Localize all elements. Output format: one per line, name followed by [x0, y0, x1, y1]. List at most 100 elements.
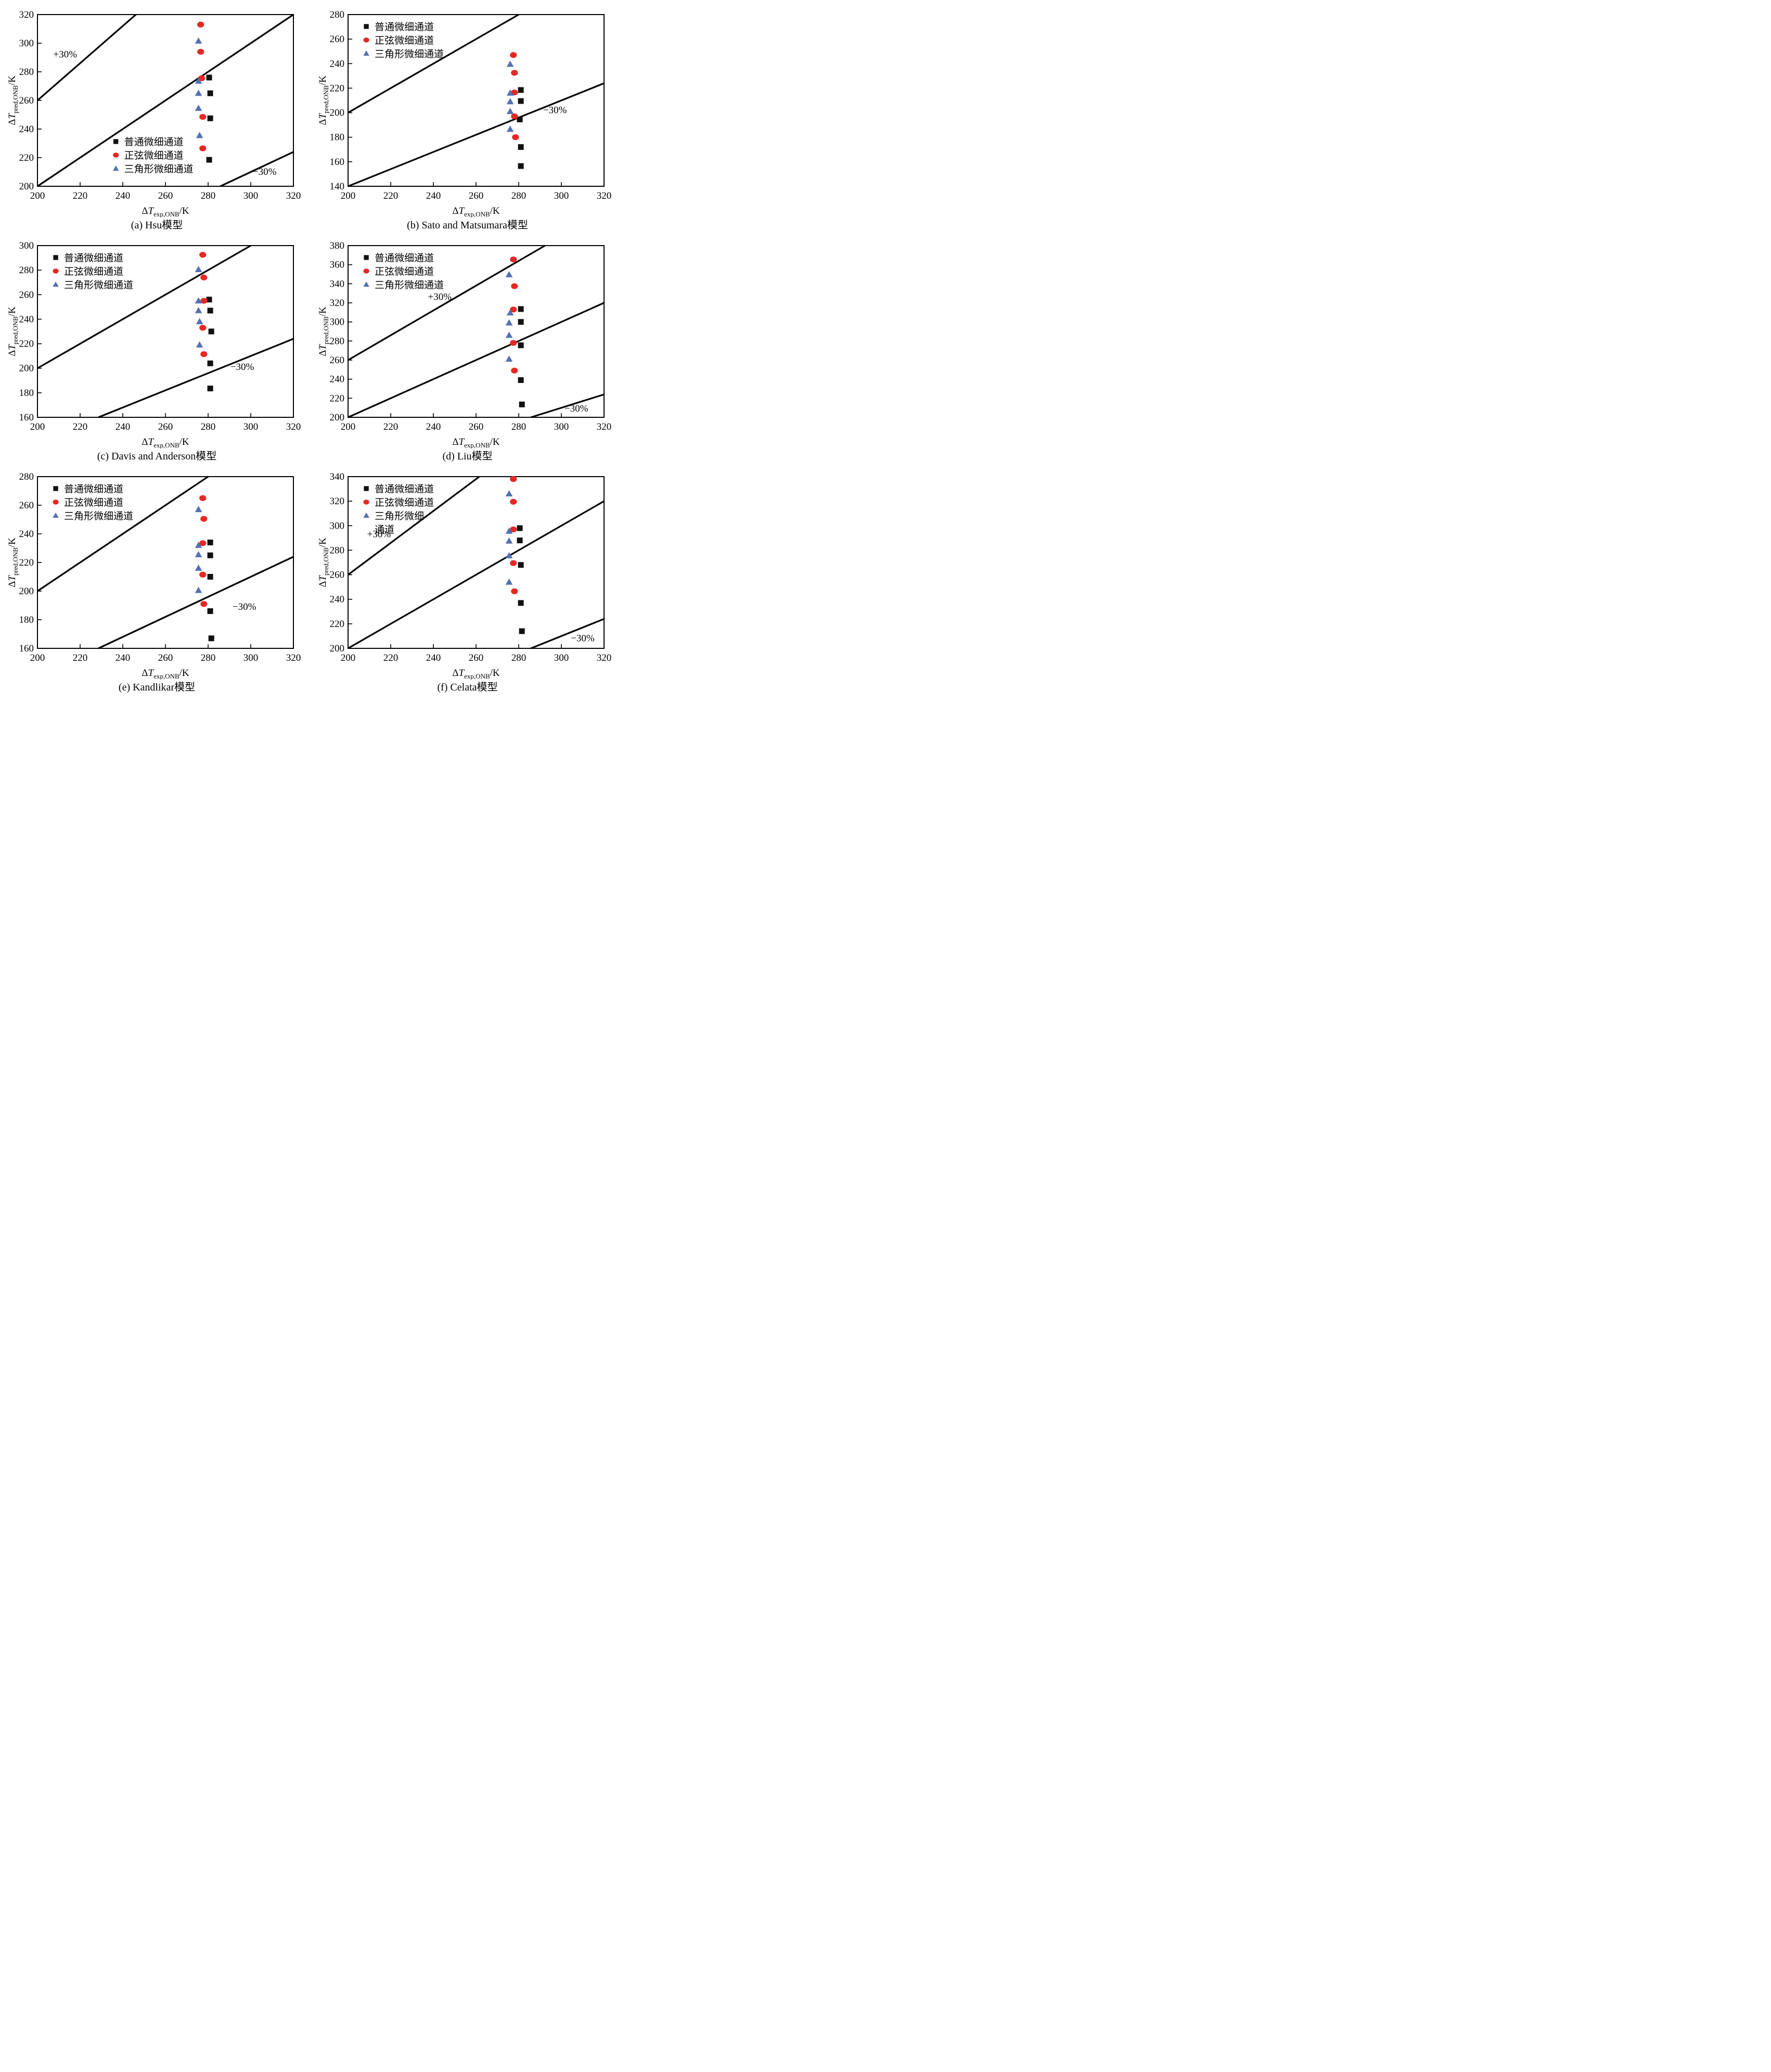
y-tick-label: 280	[330, 336, 345, 347]
x-tick-label: 200	[30, 653, 45, 663]
axes: 200 220 240 260 280 300 320 200 220 240 260 280 300 3…	[318, 471, 611, 680]
ref-line-label: −30%	[571, 633, 595, 644]
legend-label: 普通微细通道	[124, 136, 184, 148]
data-point	[506, 60, 514, 67]
x-tick-label: 280	[511, 653, 527, 663]
data-point	[195, 105, 202, 111]
data-point	[198, 75, 206, 81]
ref-line-+30pct	[36, 14, 137, 101]
x-tick-label: 220	[383, 421, 399, 432]
x-tick-label: 220	[383, 653, 399, 663]
legend-marker-triangle	[112, 165, 119, 171]
y-tick-label: 380	[330, 240, 345, 251]
legend-label: 正弦微细通道	[375, 266, 434, 277]
x-tick-label: 240	[426, 653, 441, 663]
x-tick-label: 280	[201, 653, 216, 663]
x-tick-label: 220	[73, 653, 88, 663]
series-triangle	[505, 490, 513, 585]
series-square	[517, 87, 524, 169]
legend-marker-circle	[363, 500, 369, 505]
x-tick-label: 240	[426, 190, 441, 201]
y-tick-label: 260	[19, 289, 34, 300]
y-tick-label: 260	[19, 95, 34, 106]
data-point	[519, 628, 525, 634]
x-axis-label: ΔTexp,ONB/K	[452, 206, 500, 218]
x-tick-label: 220	[383, 190, 399, 201]
x-tick-label: 200	[341, 421, 356, 432]
chart-f-celata: +30% −30% 200 220 240 260 280 300 320 200 220 240 26…	[318, 471, 611, 680]
data-point	[199, 252, 207, 258]
legend-label: 普通微细通道	[375, 21, 434, 33]
data-point	[207, 608, 213, 614]
caption-e: (e) Kandlikar模型	[118, 682, 196, 693]
data-point	[195, 586, 202, 593]
x-tick-label: 320	[597, 421, 612, 432]
legend-marker-triangle	[53, 281, 59, 287]
legend-label: 正弦微细通道	[375, 35, 434, 46]
x-tick-label: 220	[73, 190, 88, 201]
data-point	[207, 540, 213, 545]
y-tick-label: 220	[19, 339, 34, 350]
legend-marker-triangle	[363, 50, 369, 56]
data-point	[512, 134, 519, 140]
legend-marker-square	[364, 486, 369, 491]
axes: 200 220 240 260 280 300 320 200 220 240 260 280 300 3…	[7, 9, 301, 218]
x-tick-label: 300	[243, 190, 259, 201]
x-tick-label: 240	[116, 421, 131, 432]
y-axis-label: ΔTpred,ONB/K	[318, 75, 330, 125]
legend-marker-square	[364, 255, 369, 260]
axes: 200 220 240 260 280 300 320 200 220 240 260 280 300 3…	[318, 240, 611, 449]
series-triangle	[195, 265, 203, 348]
data-point	[518, 562, 524, 568]
data-point	[195, 565, 202, 571]
data-point	[505, 537, 513, 544]
y-axis-label: ΔTpred,ONB/K	[318, 538, 330, 587]
legend-marker-square	[53, 486, 58, 491]
legend-marker-square	[53, 255, 58, 260]
y-tick-label: 160	[330, 157, 345, 168]
legend-label: 普通微细通道	[375, 483, 434, 495]
data-point	[200, 601, 208, 607]
data-point	[511, 367, 518, 374]
data-point	[511, 89, 518, 96]
ref-line-label: +30%	[367, 529, 391, 540]
data-point	[510, 306, 517, 313]
ref-line-−30pct	[220, 151, 294, 187]
y-tick-label: 360	[330, 260, 345, 271]
x-tick-label: 280	[511, 421, 527, 432]
chart-e-kandlikar: −30% 200 220 240 260 280 300 320 160 180 200 220 240…	[7, 471, 301, 680]
ref-line-label: −30%	[230, 362, 254, 373]
series-circle	[510, 256, 518, 374]
x-axis-label: ΔTexp,ONB/K	[142, 206, 189, 218]
y-tick-label: 300	[19, 38, 34, 49]
series-square	[206, 297, 214, 392]
subplot-a-hsu: +30% −30% 200 220 240 260 280 300 320 200 220 240 26…	[7, 8, 306, 232]
y-tick-label: 280	[19, 265, 34, 276]
y-tick-label: 320	[330, 496, 345, 507]
data-point	[505, 271, 513, 277]
data-point	[517, 117, 523, 123]
data-point	[208, 328, 214, 335]
y-tick-label: 240	[330, 594, 345, 605]
subplot-e-kandlikar: −30% 200 220 240 260 280 300 320 160 180 200 220 240…	[7, 470, 306, 694]
x-tick-label: 300	[243, 653, 259, 663]
x-tick-label: 300	[243, 421, 259, 432]
y-tick-label: 200	[19, 586, 34, 597]
data-point	[207, 115, 213, 121]
data-point	[505, 490, 513, 496]
data-point	[196, 341, 203, 348]
legend-label: 正弦微细通道	[375, 497, 434, 508]
y-tick-label: 220	[330, 393, 345, 404]
ref-line-−30pct	[530, 618, 605, 649]
ref-line-−30pct	[530, 393, 605, 418]
data-point	[195, 506, 202, 513]
ref-line-equal	[348, 302, 605, 418]
data-point	[510, 256, 517, 263]
y-tick-label: 280	[19, 67, 34, 78]
x-tick-label: 240	[116, 190, 131, 201]
data-point	[505, 527, 513, 534]
